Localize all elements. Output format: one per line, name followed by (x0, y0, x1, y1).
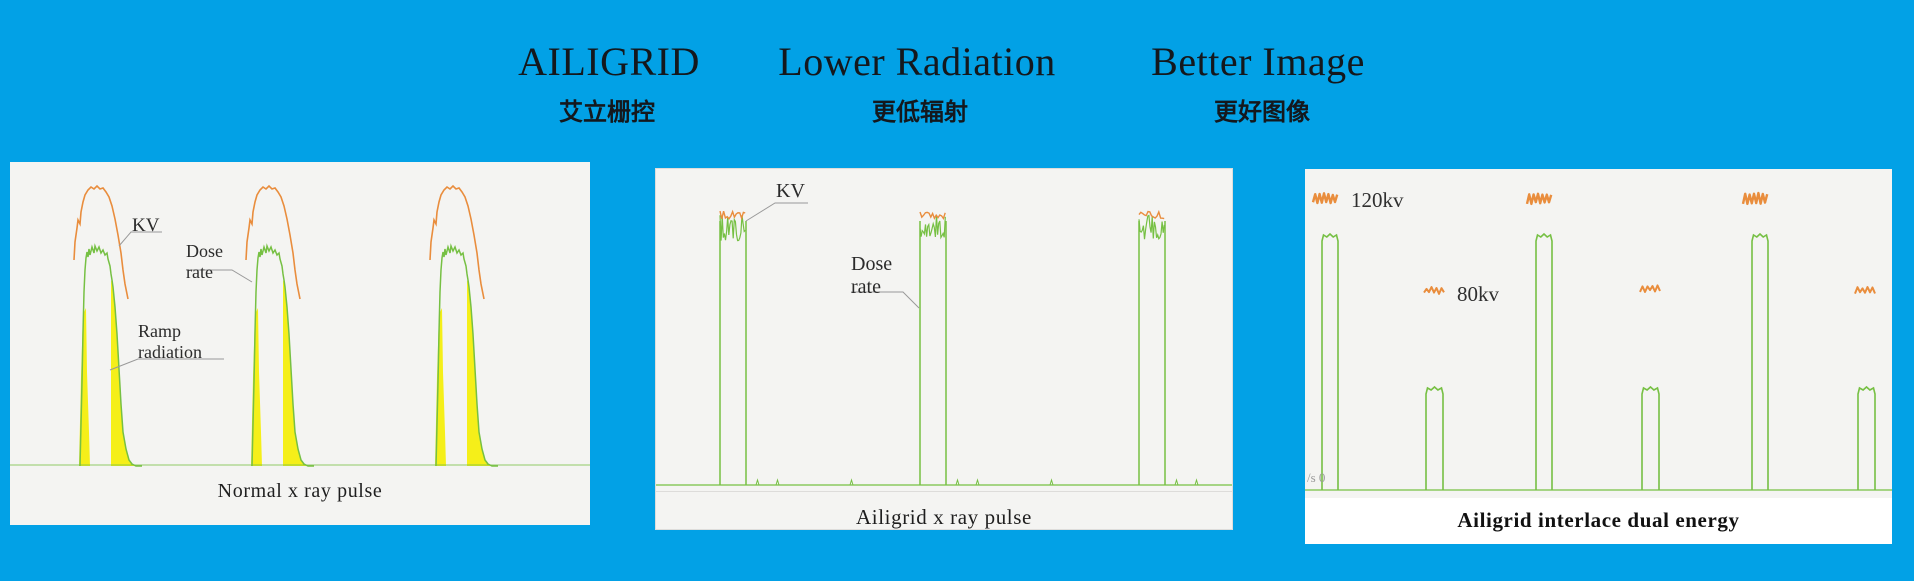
baseline-blip (955, 478, 960, 486)
kv120-marker (1525, 192, 1553, 206)
baseline-blip (755, 478, 760, 486)
kv120-marker (1311, 192, 1339, 205)
annotation-label: Dose rate (186, 241, 223, 282)
pulse-120kv (1751, 232, 1769, 490)
annotation-label: KV (776, 180, 805, 202)
kv80-marker (1639, 284, 1661, 293)
kv80-marker (1854, 286, 1876, 295)
kv-noise-trace (1138, 209, 1165, 220)
annotation-pointer-line (109, 358, 224, 371)
ramp-radiation-area (79, 308, 90, 466)
kv80-marker (1423, 286, 1445, 295)
dose-rate-noise-band (1138, 214, 1165, 241)
pulse-120kv (1321, 232, 1339, 490)
pulse-80kv (1425, 385, 1444, 490)
panel-ailigrid-dual-energy: 120kv 80kv/s 0 Ailigrid interlace dual en… (1305, 169, 1892, 544)
ramp-radiation-area (283, 280, 308, 466)
panel-normal-xray-pulse: KV Dose rate Ramp radiation Normal x ray pul… (10, 162, 590, 525)
ramp-radiation-area (435, 308, 446, 466)
header-title-better-image: Better Image (1151, 39, 1365, 84)
baseline-blip (1049, 478, 1054, 486)
baseline-blip (1194, 478, 1199, 486)
kv-noise-trace (919, 211, 946, 221)
dose-rate-noise-band (919, 215, 946, 240)
dual-energy-waveform-chart: 120kv 80kv/s 0 (1305, 188, 1892, 491)
annotation-label: KV (132, 215, 160, 236)
label-120kv: 120kv (1351, 188, 1404, 212)
annotation-label: Dose rate (851, 253, 892, 298)
ramp-radiation-area (467, 280, 492, 466)
caption-strip: Ailigrid interlace dual energy (1305, 498, 1892, 544)
kv-curve (73, 184, 129, 300)
caption-normal-xray-pulse: Normal x ray pulse (217, 480, 383, 502)
ailigrid-xray-waveform-chart: KV Dose rate (656, 180, 1232, 486)
header-title-ailigrid: AILIGRID (518, 39, 700, 84)
caption-ailigrid-dual-energy: Ailigrid interlace dual energy (1457, 508, 1740, 532)
pulse-80kv (1641, 385, 1660, 490)
dose-rate-curve (251, 243, 314, 467)
pulse-120kv (1535, 232, 1553, 490)
pulse-groups (73, 184, 498, 467)
dose-rate-curve (435, 243, 498, 467)
normal-xray-waveform-chart: KV Dose rate Ramp radiation (10, 184, 590, 467)
annotation-label: Ramp radiation (138, 321, 202, 362)
kv120-marker (1741, 191, 1769, 206)
kv-noise-trace (719, 209, 746, 221)
kv-curve (429, 184, 485, 300)
baseline-blip (1174, 478, 1179, 486)
header-title-lower-radiation: Lower Radiation (778, 39, 1056, 84)
annotation-pointer-line (118, 231, 162, 247)
baseline-blip (775, 478, 780, 486)
annotation-pointer-line (851, 291, 920, 309)
axis-readout-text: /s 0 (1307, 470, 1325, 485)
baseline-blip (849, 478, 854, 486)
dose-rate-noise-band (719, 215, 746, 242)
pulse-80kv (1857, 385, 1876, 490)
header-subtitle-lower-radiation-zh: 更低辐射 (872, 98, 968, 126)
header-subtitle-ailigrid-zh: 艾立栅控 (559, 98, 655, 126)
ramp-radiation-area (251, 308, 262, 466)
panel-ailigrid-xray-pulse: KV Dose rate Ailigrid x ray pulse (655, 168, 1233, 530)
ramp-radiation-area (111, 280, 136, 466)
header-subtitle-better-image-zh: 更好图像 (1214, 98, 1310, 126)
annotation-pointer-line (186, 269, 253, 283)
baseline-blip (975, 478, 980, 486)
annotation-pointer-line (745, 202, 808, 222)
label-80kv: 80kv (1457, 282, 1500, 306)
dose-rate-curve (79, 243, 142, 467)
caption-ailigrid-xray-pulse: Ailigrid x ray pulse (856, 505, 1032, 529)
caption-separator-line (656, 491, 1232, 492)
kv-curve (245, 184, 301, 300)
